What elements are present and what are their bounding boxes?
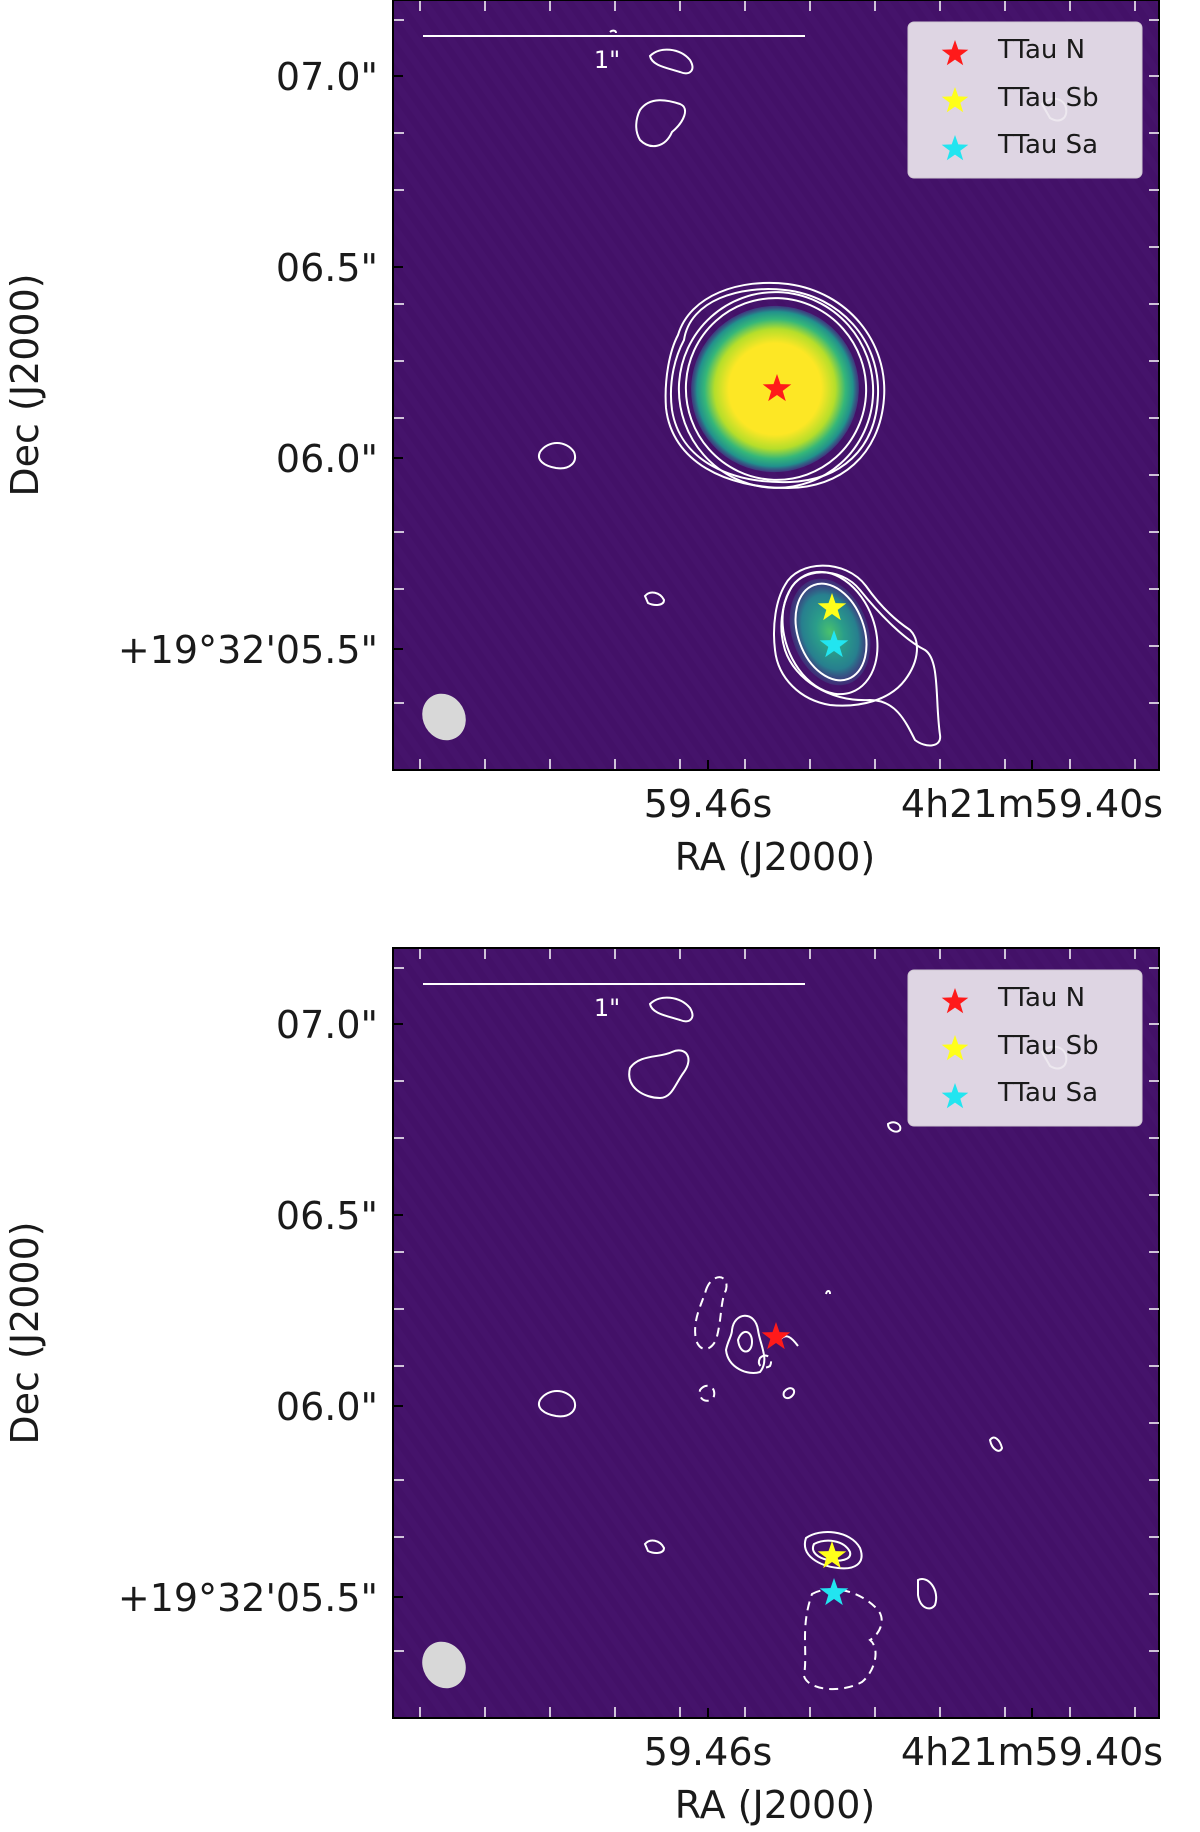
- residual-contours: [538, 996, 1068, 1610]
- axis-ticks-minor: [394, 949, 1159, 1717]
- panel-bottom: 1": [3, 947, 1163, 1827]
- legend: TTau N TTau Sb TTau Sa: [907, 969, 1143, 1127]
- legend: TTau N TTau Sb TTau Sa: [907, 21, 1143, 179]
- legend-label-sb: TTau Sb: [997, 1031, 1099, 1061]
- star-ttau-sa: [819, 630, 849, 658]
- legend-star-sb: [941, 1035, 969, 1061]
- scale-bar-label: 1": [594, 994, 620, 1022]
- beam-ellipse: [422, 693, 466, 741]
- ra-tick-label: 4h21m59.40s: [901, 782, 1163, 826]
- star-ttau-sb: [817, 1541, 847, 1569]
- panel-top: 1": [3, 0, 1163, 879]
- legend-star-n: [941, 40, 969, 66]
- beam-ellipse: [422, 1641, 466, 1689]
- dec-tick-label: 06.0": [276, 1385, 378, 1429]
- dec-tick-label: 07.0": [276, 55, 378, 99]
- dec-tick-label: 07.0": [276, 1003, 378, 1047]
- axis-ticks-minor: [394, 1, 1159, 769]
- axis-ticks: [393, 75, 1033, 770]
- scale-bar-label: 1": [594, 46, 620, 74]
- legend-star-sa: [941, 1083, 969, 1109]
- negative-contours: [694, 1276, 883, 1691]
- star-ttau-n: [762, 374, 792, 402]
- legend-star-sb: [941, 87, 969, 113]
- dec-tick-label: +19°32'05.5": [118, 1576, 378, 1620]
- star-ttau-sb: [817, 593, 847, 621]
- ra-tick-label: 59.46s: [644, 1730, 773, 1774]
- x-axis-title: RA (J2000): [675, 835, 876, 879]
- star-ttau-sa: [819, 1578, 849, 1606]
- dec-tick-label: +19°32'05.5": [118, 628, 378, 672]
- legend-label-n: TTau N: [997, 983, 1085, 1013]
- dec-tick-label: 06.5": [276, 1194, 378, 1238]
- ra-tick-label: 4h21m59.40s: [901, 1730, 1163, 1774]
- dec-tick-label: 06.5": [276, 246, 378, 290]
- y-axis-title: Dec (J2000): [3, 273, 47, 496]
- legend-label-sb: TTau Sb: [997, 83, 1099, 113]
- legend-star-n: [941, 988, 969, 1014]
- star-ttau-n: [761, 1322, 791, 1350]
- ra-tick-label: 59.46s: [644, 782, 773, 826]
- axis-ticks: [393, 1023, 1033, 1718]
- source-south-emission: [773, 564, 942, 747]
- y-axis-title: Dec (J2000): [3, 1221, 47, 1444]
- legend-label-sa: TTau Sa: [997, 130, 1098, 160]
- x-axis-title: RA (J2000): [675, 1783, 876, 1827]
- legend-star-sa: [941, 135, 969, 161]
- dec-tick-label: 06.0": [276, 437, 378, 481]
- legend-label-n: TTau N: [997, 35, 1085, 65]
- legend-label-sa: TTau Sa: [997, 1078, 1098, 1108]
